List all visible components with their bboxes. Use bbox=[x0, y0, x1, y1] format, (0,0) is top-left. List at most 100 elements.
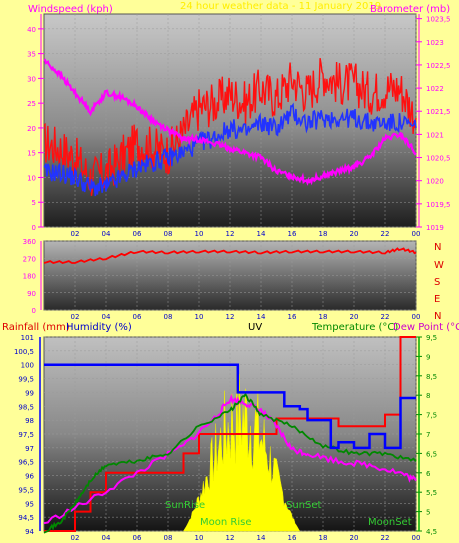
time-tick-label: 18 bbox=[319, 230, 328, 238]
time-tick-label: 04 bbox=[102, 230, 111, 238]
temp-tick-label: 9,5 bbox=[426, 334, 437, 342]
time-tick-label: 18 bbox=[319, 534, 328, 542]
humidity-tick-label: 94 bbox=[25, 528, 34, 536]
sunset-label: SunSet bbox=[286, 500, 322, 511]
compass-s: S bbox=[434, 277, 440, 288]
time-tick-label: 10 bbox=[195, 534, 204, 542]
humidity-tick-label: 96 bbox=[25, 473, 34, 481]
time-tick-label: 00 bbox=[412, 534, 421, 542]
dewpoint-axis-title: Dew Point (°C) bbox=[393, 322, 459, 333]
wind-tick-label: 40 bbox=[27, 26, 36, 34]
humidity-tick-label: 101 bbox=[21, 334, 34, 342]
direction-time-tick-label: 18 bbox=[319, 313, 328, 321]
rainfall-series-line bbox=[44, 336, 416, 532]
time-tick-label: 12 bbox=[226, 230, 235, 238]
wind-tick-label: 20 bbox=[27, 125, 36, 133]
time-tick-label: 02 bbox=[71, 230, 80, 238]
humidity-axis-title: Humidity (%) bbox=[66, 322, 132, 333]
baro-tick-label: 1021,5 bbox=[426, 108, 451, 116]
wind-direction-series-line bbox=[43, 247, 417, 264]
direction-time-tick-label: 12 bbox=[226, 313, 235, 321]
temp-tick-label: 6,5 bbox=[426, 450, 437, 458]
temp-tick-label: 4,5 bbox=[426, 528, 437, 536]
humidity-tick-label: 95 bbox=[25, 500, 34, 508]
humidity-tick-label: 97,5 bbox=[18, 431, 34, 439]
temp-tick-label: 7,5 bbox=[426, 412, 437, 420]
barometer-series-line bbox=[43, 58, 417, 186]
chart-subtitle: 24 hour weather data - 11 January 2019 bbox=[180, 1, 381, 12]
windspeed-axis-title: Windspeed (kph) bbox=[28, 4, 113, 15]
time-tick-label: 08 bbox=[164, 230, 173, 238]
moonrise-label: Moon Rise bbox=[200, 517, 251, 528]
compass-w: W bbox=[434, 260, 444, 271]
direction-time-tick-label: 02 bbox=[71, 313, 80, 321]
temp-tick-label: 8 bbox=[426, 392, 430, 400]
direction-time-tick-label: 08 bbox=[164, 313, 173, 321]
direction-tick-label: 270 bbox=[23, 255, 36, 263]
time-tick-label: 02 bbox=[71, 534, 80, 542]
time-tick-label: 06 bbox=[133, 534, 142, 542]
baro-tick-label: 1019,5 bbox=[426, 201, 451, 209]
uv-series-area bbox=[183, 371, 301, 532]
sunrise-label: SunRise bbox=[165, 500, 205, 511]
time-tick-label: 14 bbox=[257, 230, 266, 238]
dewpoint-series-line bbox=[43, 393, 417, 525]
direction-tick-label: 0 bbox=[32, 307, 36, 315]
time-tick-label: 10 bbox=[195, 230, 204, 238]
temp-tick-label: 9 bbox=[426, 353, 430, 361]
baro-tick-label: 1022,5 bbox=[426, 62, 451, 70]
wind-average-series-line bbox=[43, 102, 417, 197]
compass-e: E bbox=[434, 294, 440, 305]
humidity-tick-label: 100 bbox=[21, 362, 34, 370]
direction-time-tick-label: 20 bbox=[350, 313, 359, 321]
time-tick-label: 00 bbox=[412, 230, 421, 238]
temp-tick-label: 8,5 bbox=[426, 373, 437, 381]
direction-time-tick-label: 14 bbox=[257, 313, 266, 321]
temp-tick-label: 5,5 bbox=[426, 489, 437, 497]
barometer-axis-title: Barometer (mb) bbox=[370, 4, 450, 15]
wind-tick-label: 30 bbox=[27, 75, 36, 83]
direction-time-tick-label: 00 bbox=[412, 313, 421, 321]
wind-tick-label: 15 bbox=[27, 150, 36, 158]
direction-tick-label: 360 bbox=[23, 238, 36, 246]
baro-tick-label: 1020 bbox=[426, 178, 444, 186]
baro-tick-label: 1021 bbox=[426, 131, 444, 139]
wind-tick-label: 10 bbox=[27, 174, 36, 182]
series-layer bbox=[43, 57, 417, 534]
humidity-tick-label: 98,5 bbox=[18, 403, 34, 411]
direction-tick-label: 180 bbox=[23, 273, 36, 281]
humidity-tick-label: 99 bbox=[25, 389, 34, 397]
compass-n-top: N bbox=[434, 242, 441, 253]
temp-tick-label: 5 bbox=[426, 509, 430, 517]
compass-n-bottom: N bbox=[434, 311, 441, 322]
time-tick-label: 20 bbox=[350, 230, 359, 238]
wind-tick-label: 0 bbox=[32, 224, 36, 232]
humidity-tick-label: 94,5 bbox=[18, 514, 34, 522]
direction-time-tick-label: 10 bbox=[195, 313, 204, 321]
direction-time-tick-label: 06 bbox=[133, 313, 142, 321]
time-tick-label: 08 bbox=[164, 534, 173, 542]
windspeed-series-line bbox=[43, 57, 417, 196]
temp-tick-label: 7 bbox=[426, 431, 430, 439]
time-tick-label: 04 bbox=[102, 534, 111, 542]
time-tick-label: 06 bbox=[133, 230, 142, 238]
humidity-tick-label: 97 bbox=[25, 445, 34, 453]
moonset-label: MoonSet bbox=[368, 517, 412, 528]
wind-tick-label: 35 bbox=[27, 51, 36, 59]
time-tick-label: 16 bbox=[288, 230, 297, 238]
baro-tick-label: 1023 bbox=[426, 39, 444, 47]
time-tick-label: 22 bbox=[381, 230, 390, 238]
wind-tick-label: 5 bbox=[32, 199, 36, 207]
time-tick-label: 14 bbox=[257, 534, 266, 542]
rainfall-axis-title: Rainfall (mm) bbox=[2, 322, 70, 333]
baro-tick-label: 1023,5 bbox=[426, 16, 451, 24]
humidity-tick-label: 99,5 bbox=[18, 376, 34, 384]
humidity-tick-label: 96,5 bbox=[18, 459, 34, 467]
baro-tick-label: 1022 bbox=[426, 85, 444, 93]
humidity-series-line bbox=[44, 363, 416, 450]
time-tick-label: 22 bbox=[381, 534, 390, 542]
time-tick-label: 16 bbox=[288, 534, 297, 542]
humidity-tick-label: 95,5 bbox=[18, 486, 34, 494]
